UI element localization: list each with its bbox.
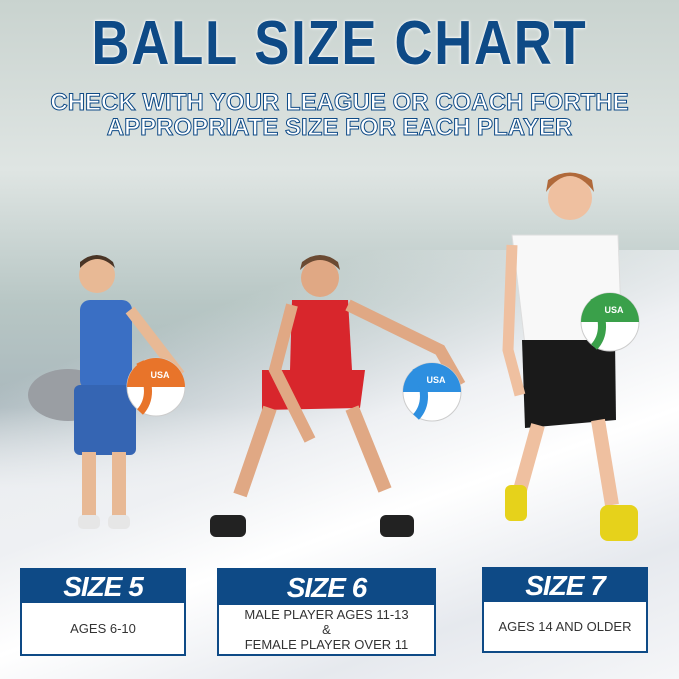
size-description: MALE PLAYER AGES 11-13 & FEMALE PLAYER O… (219, 605, 434, 654)
teen-player-size-7 (502, 172, 638, 541)
basketball-orange: USA (126, 357, 186, 417)
size-label: SIZE 7 (484, 569, 646, 602)
size-label: SIZE 6 (219, 570, 434, 605)
page-title: BALL SIZE CHART (91, 9, 588, 78)
age-text: & (322, 622, 331, 637)
ball-logo-text: USA (604, 305, 624, 315)
size-description: AGES 6-10 (22, 603, 184, 654)
subtitle-line-2: APPROPRIATE SIZE FOR EACH PLAYER (106, 114, 573, 141)
age-text: FEMALE PLAYER OVER 11 (244, 637, 409, 652)
ball-logo-text: USA (150, 370, 170, 380)
ball-logo-text: USA (426, 375, 446, 385)
age-text: AGES 6-10 (70, 621, 136, 636)
child-player-size-5 (28, 255, 185, 529)
size-label: SIZE 5 (22, 570, 184, 603)
basketball-green: USA (580, 292, 640, 352)
age-text: MALE PLAYER AGES 11-13 (244, 607, 409, 622)
size-7-card: SIZE 7 AGES 14 AND OLDER (482, 567, 648, 653)
subtitle-line-1: CHECK WITH YOUR LEAGUE OR COACH FORTHE (50, 89, 629, 116)
size-5-card: SIZE 5 AGES 6-10 (20, 568, 186, 656)
size-6-card: SIZE 6 MALE PLAYER AGES 11-13 & FEMALE P… (217, 568, 436, 656)
basketball-blue: USA (402, 362, 462, 422)
size-description: AGES 14 AND OLDER (484, 602, 646, 651)
age-text: AGES 14 AND OLDER (498, 619, 632, 634)
